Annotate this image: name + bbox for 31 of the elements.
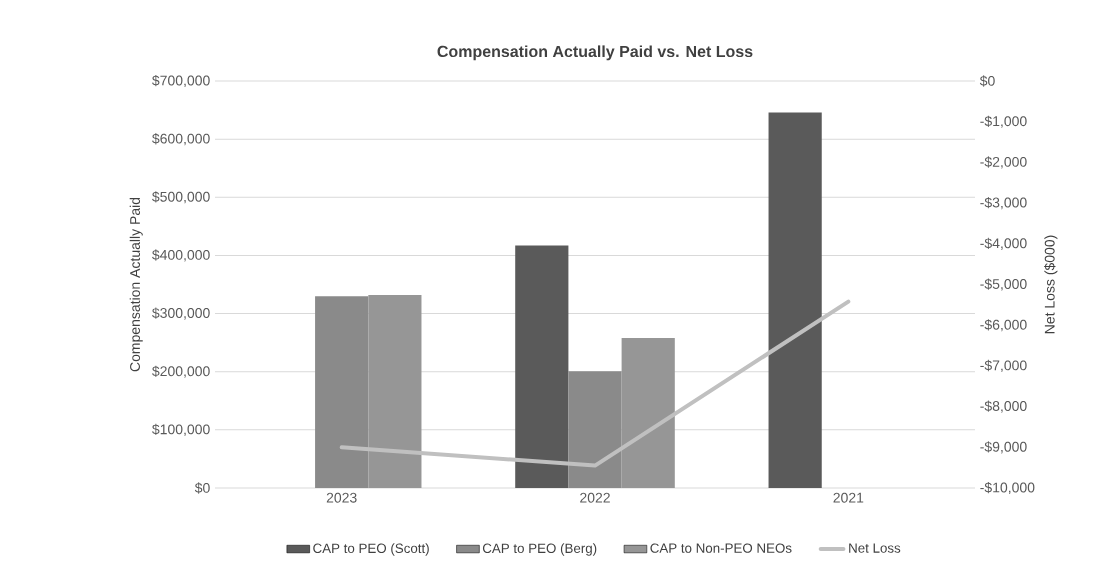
y2-tick-label: -$9,000 [980, 441, 1027, 454]
y2-tick-label: $0 [979, 75, 995, 87]
y2-tick-label: -$6,000 [980, 319, 1027, 332]
legend-label: CAP to Non-PEO NEOs [650, 543, 792, 553]
y-tick-label: $300,000 [152, 307, 210, 320]
y2-axis-title: Net Loss ($000) [1044, 235, 1058, 334]
y2-tick-label: -$8,000 [980, 400, 1027, 413]
bar [768, 112, 822, 488]
y-tick-label: $100,000 [152, 423, 210, 436]
y2-tick-label: -$1,000 [980, 115, 1027, 128]
y2-tick-label: -$10,000 [980, 481, 1035, 495]
bar [515, 245, 569, 488]
y-tick-label: $400,000 [152, 249, 210, 262]
y-tick-label: $0 [194, 482, 210, 494]
chart-title: Compensation Actually Paid vs. Net Loss [437, 45, 753, 61]
y2-tick-label: -$3,000 [980, 197, 1027, 210]
y2-tick-label: -$7,000 [980, 359, 1027, 372]
y-tick-label: $700,000 [152, 74, 210, 88]
legend-label: CAP to PEO (Scott) [313, 543, 429, 556]
y-tick-label: $200,000 [152, 365, 210, 378]
x-tick-label: 2022 [580, 492, 610, 503]
y2-tick-label: -$2,000 [980, 156, 1027, 169]
legend-label: CAP to PEO (Berg) [482, 543, 597, 556]
legend-label: Net Loss [849, 543, 901, 553]
x-tick-label: 2023 [326, 492, 357, 503]
x-tick-label: 2021 [833, 492, 864, 503]
y2-tick-label: -$5,000 [980, 278, 1027, 291]
y-tick-label: $600,000 [152, 133, 210, 146]
y-axis-title: Compensation Actually Paid [129, 197, 143, 372]
y-tick-label: $500,000 [152, 191, 210, 204]
y2-tick-label: -$4,000 [980, 237, 1027, 250]
